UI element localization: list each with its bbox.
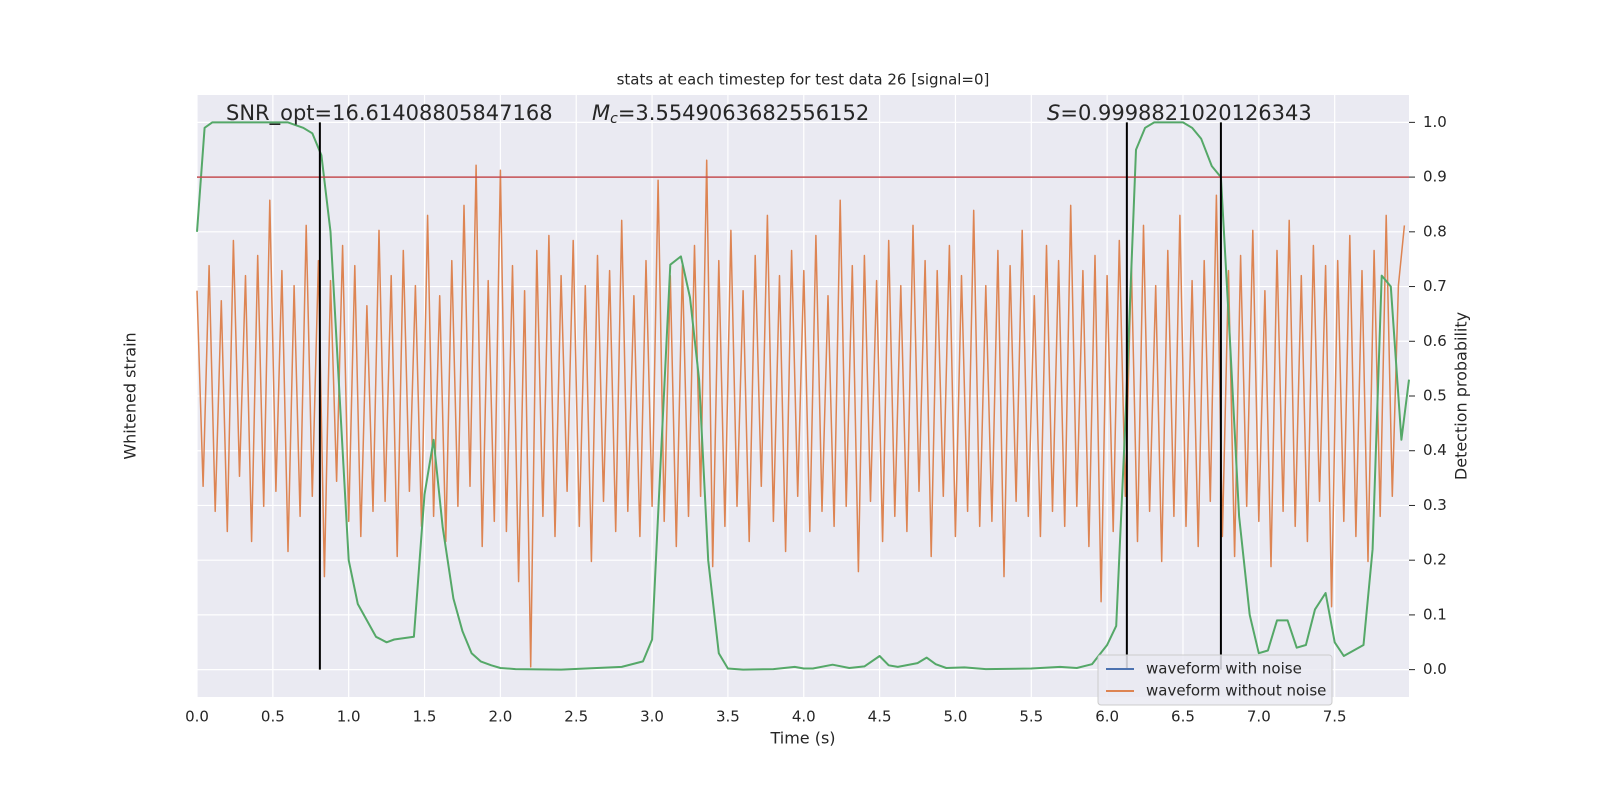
legend-label: waveform with noise — [1146, 660, 1302, 678]
y2-tick-label: 0.6 — [1423, 332, 1447, 350]
series-line — [196, 159, 1406, 668]
x-axis-label: Time (s) — [769, 729, 835, 748]
y2-tick-label: 0.2 — [1423, 551, 1447, 569]
x-tick-label: 1.0 — [337, 708, 361, 726]
annotation-symbol: S — [1047, 101, 1060, 125]
y2-tick-label: 0.9 — [1423, 168, 1447, 186]
y-axis-label: Whitened strain — [121, 332, 140, 459]
legend-box — [1097, 654, 1333, 706]
y2-tick-label: 1.0 — [1423, 113, 1447, 131]
x-tick-label: 5.5 — [1019, 708, 1043, 726]
probability-line — [196, 121, 1410, 671]
y2-tick-label: 0.3 — [1423, 496, 1447, 514]
legend: waveform with noise waveform without nois… — [1097, 654, 1333, 706]
legend-label: waveform without noise — [1146, 682, 1326, 700]
annotation: SNR_opt=16.61408805847168 — [226, 101, 553, 126]
x-tick-label: 0.0 — [185, 708, 209, 726]
x-tick-label: 1.5 — [413, 708, 437, 726]
annotation: Mc=3.5549063682556152 — [592, 101, 869, 127]
x-tick-label: 7.5 — [1323, 708, 1347, 726]
annotation-value: =0.9998821020126343 — [1060, 101, 1311, 125]
chart-title: stats at each timestep for test data 26 … — [617, 71, 990, 89]
x-tick-label: 3.5 — [716, 708, 740, 726]
y2-tick-label: 0.0 — [1423, 660, 1447, 678]
x-tick-label: 0.5 — [261, 708, 285, 726]
y2-tick-label: 0.4 — [1423, 441, 1447, 459]
x-tick-label: 3.0 — [640, 708, 664, 726]
annotation-subscript: c — [610, 111, 618, 127]
annotation-value: =3.5549063682556152 — [618, 101, 869, 125]
x-tick-label: 7.0 — [1247, 708, 1271, 726]
y2-tick-label: 0.7 — [1423, 277, 1447, 295]
x-tick-label: 4.5 — [868, 708, 892, 726]
x-tick-label: 4.0 — [792, 708, 816, 726]
y2-axis-label: Detection probability — [1452, 312, 1471, 480]
x-tick-label: 6.5 — [1171, 708, 1195, 726]
y2-tick-label: 0.8 — [1423, 222, 1447, 240]
y2-tick-label: 0.5 — [1423, 387, 1447, 405]
x-tick-label: 5.0 — [944, 708, 968, 726]
marks — [196, 159, 1406, 668]
x-tick-label: 6.0 — [1095, 708, 1119, 726]
annotation: S=0.9998821020126343 — [1047, 101, 1312, 125]
x-tick-label: 2.5 — [564, 708, 588, 726]
y2-tick-label: 0.1 — [1423, 605, 1447, 623]
annotation-symbol: M — [592, 101, 610, 125]
overlay — [196, 121, 1410, 671]
x-tick-label: 2.0 — [488, 708, 512, 726]
